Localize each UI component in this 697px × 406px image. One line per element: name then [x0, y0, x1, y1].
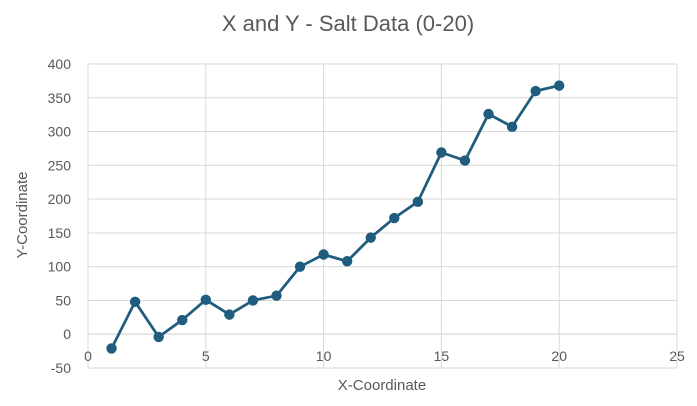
y-tick-label: 250	[48, 157, 72, 173]
chart-title: X and Y - Salt Data (0-20)	[222, 11, 474, 36]
data-point	[153, 331, 164, 343]
data-point	[294, 261, 306, 272]
data-point	[436, 147, 447, 158]
data-point	[177, 314, 188, 326]
data-point	[341, 256, 353, 267]
y-tick-label: 100	[48, 259, 72, 275]
data-point	[412, 196, 424, 208]
data-point	[224, 309, 235, 320]
x-tick-label: 0	[84, 348, 92, 364]
y-tick-label: 50	[55, 292, 71, 308]
data-point	[506, 121, 518, 133]
data-point	[389, 212, 400, 224]
y-tick-label: 400	[48, 56, 72, 72]
data-point	[365, 232, 376, 243]
series-line	[110, 84, 560, 350]
data-point	[554, 80, 565, 91]
data-point	[106, 343, 117, 354]
x-tick-label: 25	[669, 348, 685, 364]
x-tick-label: 5	[202, 348, 210, 364]
x-tick-label: 15	[434, 348, 450, 364]
data-point	[200, 294, 211, 305]
data-point	[318, 249, 329, 260]
x-tick-label: 20	[551, 348, 567, 364]
data-point	[530, 85, 541, 97]
tick-labels: -50 0 50 100 150 200 250 300 350 400 0 5 10 15 20 25	[48, 56, 685, 376]
data-point	[129, 296, 141, 307]
data-point	[247, 295, 259, 306]
y-tick-label: -50	[51, 360, 71, 376]
x-axis-title: X-Coordinate	[338, 377, 426, 394]
y-tick-label: 350	[48, 90, 72, 106]
data-point	[483, 108, 494, 120]
x-tick-label: 10	[316, 348, 332, 364]
y-axis-title: Y-Coordinate	[14, 171, 31, 258]
gridlines	[87, 63, 678, 369]
y-tick-label: 200	[48, 191, 72, 207]
y-tick-label: 0	[63, 326, 71, 342]
data-point	[459, 155, 471, 166]
plot-series	[106, 80, 565, 354]
y-tick-label: 150	[48, 225, 72, 241]
y-tick-label: 300	[48, 124, 72, 140]
data-point	[271, 290, 282, 301]
